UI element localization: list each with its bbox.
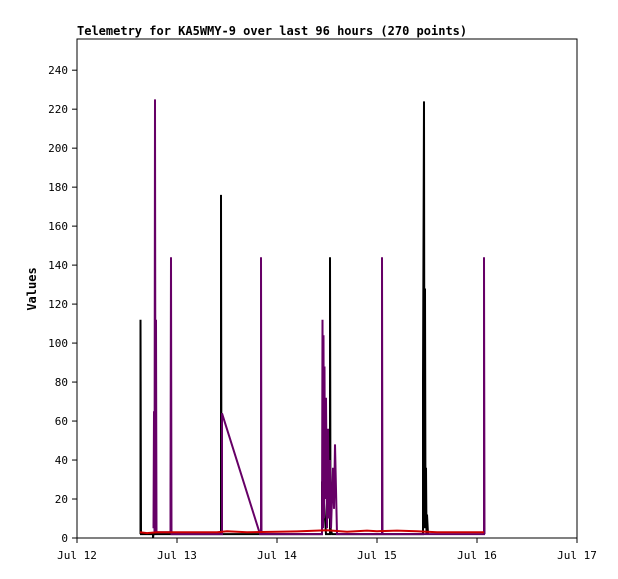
y-tick-label: 0 — [61, 532, 68, 545]
y-tick-label: 180 — [48, 181, 68, 194]
x-tick-label: Jul 17 — [557, 549, 597, 562]
y-tick-label: 20 — [55, 493, 68, 506]
y-tick-label: 120 — [48, 298, 68, 311]
y-tick-label: 80 — [55, 376, 68, 389]
axis-layer: 0 20 40 60 80 100 120 140 160 180 200 220 240 Jul 12 J… — [48, 64, 597, 562]
y-tick-label: 220 — [48, 103, 68, 116]
y-tick-label: 140 — [48, 259, 68, 272]
x-tick-label: Jul 14 — [257, 549, 297, 562]
y-tick-label: 240 — [48, 64, 68, 77]
y-axis-label: Values — [25, 267, 39, 310]
x-tick-label: Jul 13 — [157, 549, 197, 562]
x-tick-label: Jul 12 — [57, 549, 97, 562]
y-tick-label: 60 — [55, 415, 68, 428]
series-line-3 — [139, 529, 484, 535]
x-tick-label: Jul 15 — [357, 549, 397, 562]
plot-frame — [76, 38, 578, 539]
y-tick-label: 40 — [55, 454, 68, 467]
y-tick-label: 160 — [48, 220, 68, 233]
series-line-1 — [139, 101, 429, 539]
x-tick-label: Jul 16 — [457, 549, 497, 562]
series-layer — [139, 99, 486, 539]
y-tick-label: 200 — [48, 142, 68, 155]
y-tick-label: 100 — [48, 337, 68, 350]
chart-title: Telemetry for KA5WMY-9 over last 96 hour… — [77, 24, 467, 38]
